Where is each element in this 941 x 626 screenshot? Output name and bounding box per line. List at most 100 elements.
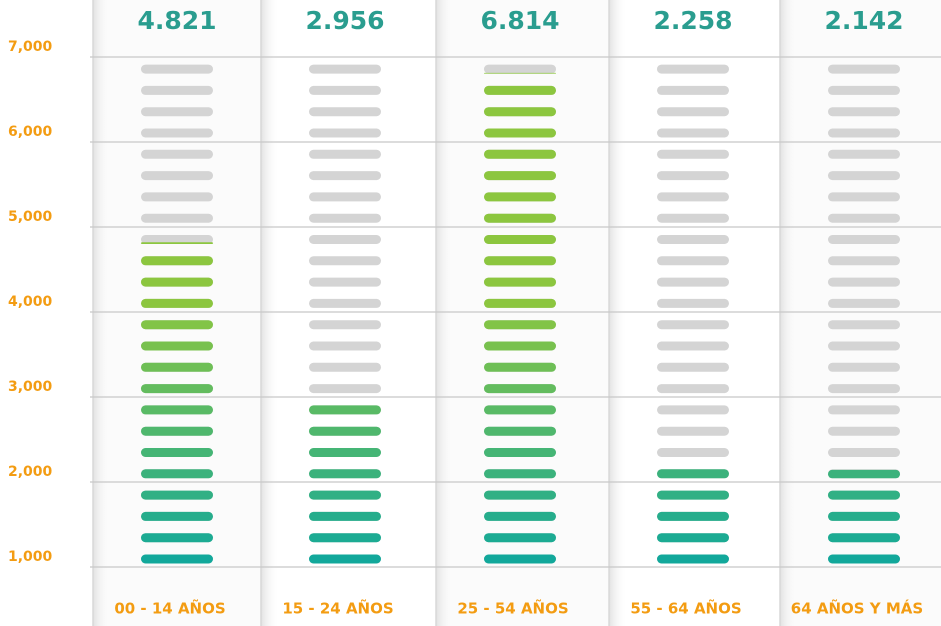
pill-filled: [484, 192, 556, 202]
pill-filled: [484, 107, 556, 117]
pill-empty: [828, 64, 900, 74]
pill-empty: [828, 256, 900, 266]
pill-filled: [828, 533, 900, 543]
pill-empty: [141, 128, 213, 138]
x-tick-label: 25 - 54 AÑOS: [457, 599, 568, 618]
pill-filled: [141, 554, 213, 564]
pill-empty: [828, 213, 900, 223]
pill-empty: [309, 171, 381, 181]
pill-empty: [828, 405, 900, 415]
pill-empty: [309, 85, 381, 95]
grid: [90, 56, 941, 568]
pill-empty: [657, 235, 729, 244]
pill-filled: [309, 490, 381, 500]
column-bg: [261, 0, 433, 626]
pill-filled: [484, 448, 556, 457]
pill-empty: [657, 298, 729, 308]
pill-filled: [309, 448, 381, 457]
pill-filled: [309, 533, 381, 543]
column-bg: [93, 0, 265, 626]
column-shade: [609, 0, 627, 626]
pill-empty: [828, 320, 900, 330]
pill-filled: [141, 533, 213, 543]
pill-empty: [309, 256, 381, 266]
column-shade: [436, 0, 454, 626]
value-label: 2.142: [824, 6, 903, 35]
pill-empty: [828, 171, 900, 181]
pill-filled: [309, 426, 381, 436]
pill-empty: [309, 213, 381, 223]
pill-filled: [484, 405, 556, 415]
y-tick-label: 3,000: [8, 379, 53, 395]
pill-empty: [828, 426, 900, 436]
pill-filled: [141, 490, 213, 500]
column-bg: [609, 0, 781, 626]
pill-empty: [657, 277, 729, 287]
x-tick-label: 55 - 64 AÑOS: [630, 599, 741, 618]
pill-filled: [828, 490, 900, 500]
pill-empty: [657, 85, 729, 95]
pill-filled: [141, 448, 213, 457]
column-bg: [780, 0, 941, 626]
pill-empty: [309, 235, 381, 244]
pill-empty: [141, 171, 213, 181]
column: [657, 64, 729, 564]
pill-empty: [141, 235, 213, 244]
pill-empty: [309, 128, 381, 138]
pill-empty: [657, 171, 729, 181]
pill-filled: [141, 511, 213, 521]
pill-filled: [484, 384, 556, 394]
pill-empty: [657, 448, 729, 457]
pill-empty: [309, 384, 381, 394]
column-shade: [93, 0, 111, 626]
pill-filled: [484, 511, 556, 521]
pill-filled: [309, 469, 381, 479]
y-tick-label: 5,000: [8, 209, 53, 225]
value-label: 2.956: [305, 6, 384, 35]
pill-filled: [141, 277, 213, 287]
pill-filled: [657, 490, 729, 500]
pill-filled: [484, 490, 556, 500]
pill-empty: [828, 448, 900, 457]
pill-filled: [141, 362, 213, 372]
pill-empty: [141, 149, 213, 159]
pill-empty: [828, 128, 900, 138]
pill-filled: [141, 469, 213, 479]
column: [309, 64, 381, 564]
pill-filled: [141, 384, 213, 394]
pill-empty: [657, 384, 729, 394]
pill-filled: [484, 469, 556, 479]
pill-empty: [828, 149, 900, 159]
pill-filled: [141, 256, 213, 266]
pill-filled: [657, 511, 729, 521]
pill-empty: [828, 235, 900, 244]
pill-empty: [309, 149, 381, 159]
pill-filled: [484, 149, 556, 159]
y-tick-label: 2,000: [8, 464, 53, 480]
column: [484, 64, 556, 564]
pill-filled: [141, 341, 213, 351]
y-tick-label: 6,000: [8, 124, 53, 140]
pill-empty: [309, 341, 381, 351]
value-label: 4.821: [137, 6, 216, 35]
pill-filled: [484, 213, 556, 223]
pill-empty: [141, 64, 213, 74]
pill-empty: [657, 320, 729, 330]
y-tick-label: 4,000: [8, 294, 53, 310]
pill-filled: [141, 242, 213, 244]
pill-filled: [484, 554, 556, 564]
pill-filled: [484, 426, 556, 436]
pill-empty: [657, 64, 729, 74]
pill-filled: [484, 533, 556, 543]
pill-empty: [141, 213, 213, 223]
pill-empty: [309, 277, 381, 287]
pill-filled: [484, 171, 556, 181]
pill-filled: [484, 72, 556, 74]
column-shade: [261, 0, 279, 626]
x-tick-label: 15 - 24 AÑOS: [282, 599, 393, 618]
pill-filled: [484, 85, 556, 95]
pill-empty: [657, 405, 729, 415]
pill-empty: [828, 298, 900, 308]
pill-filled: [484, 277, 556, 287]
